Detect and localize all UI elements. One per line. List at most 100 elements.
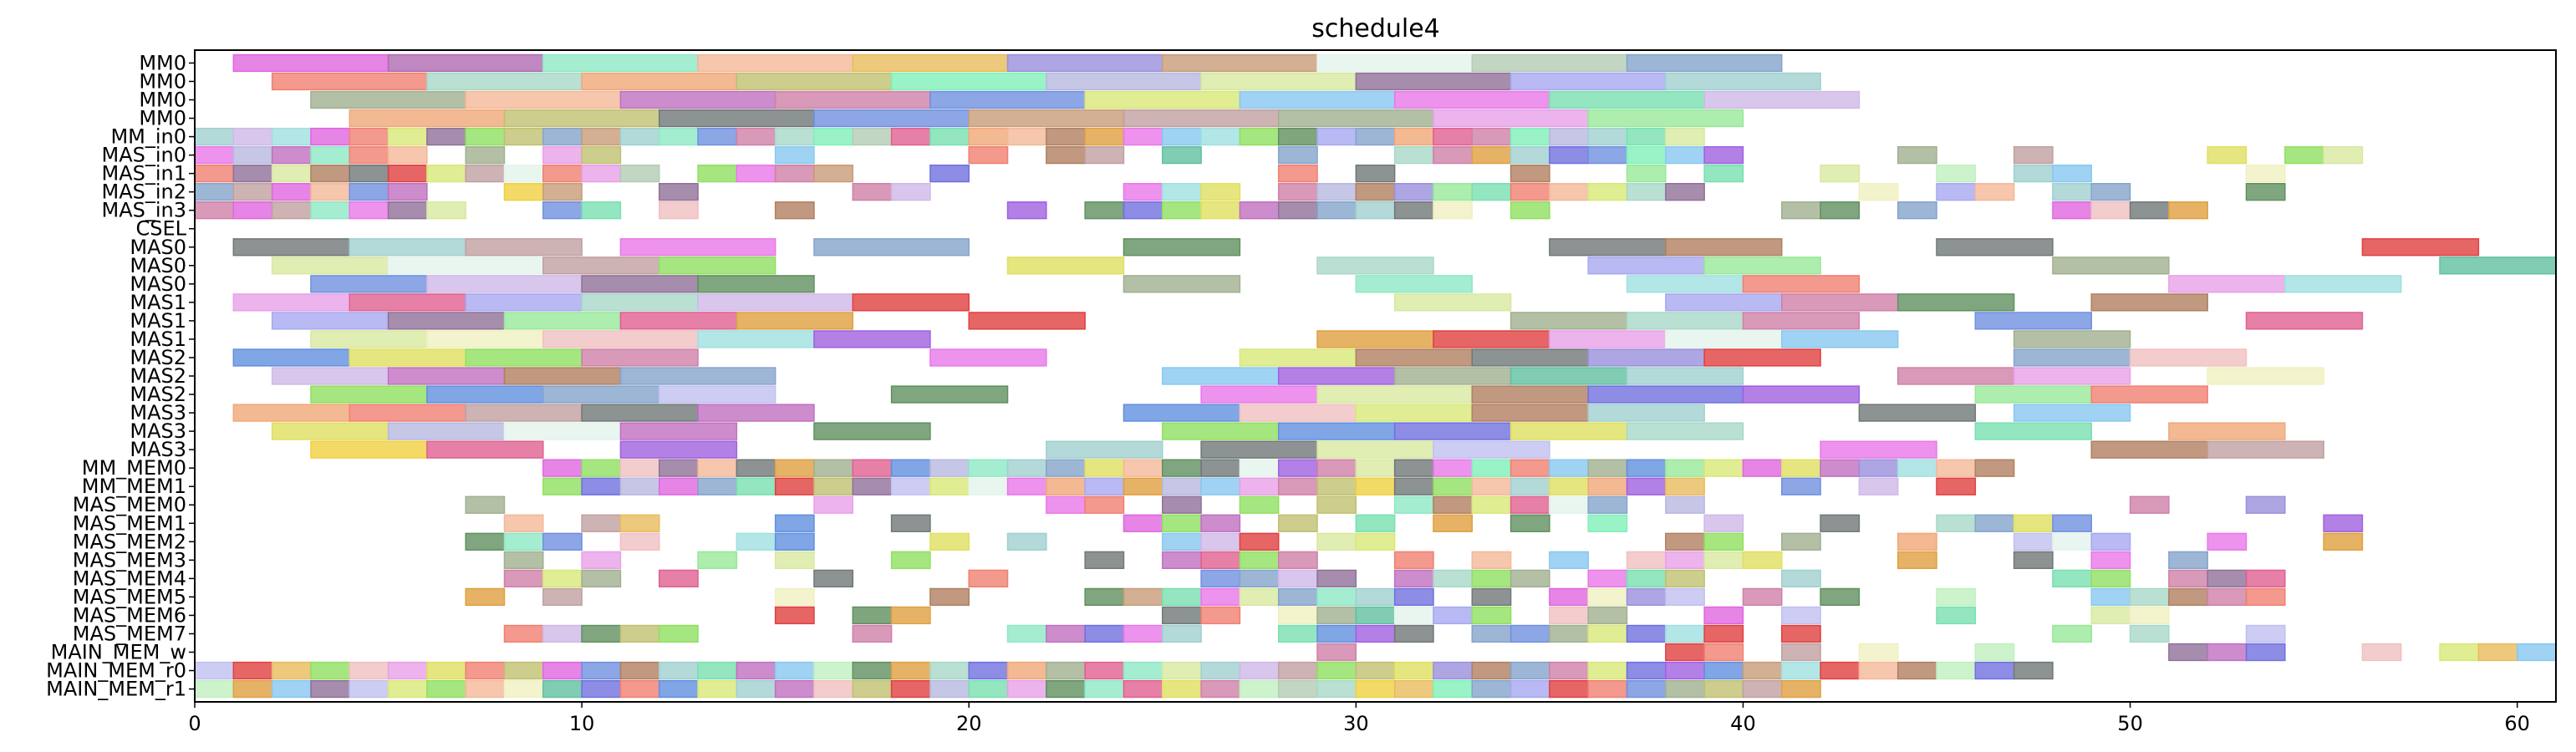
task-bar <box>271 312 389 330</box>
task-bar <box>1665 145 1705 165</box>
task-bar <box>1239 495 1280 514</box>
task-bar <box>1587 606 1628 625</box>
task-bar <box>1006 661 1047 680</box>
task-bar <box>890 661 931 680</box>
task-bar <box>1703 679 1744 699</box>
task-bar <box>1820 587 1861 607</box>
task-bar <box>1277 182 1318 201</box>
task-bar <box>736 164 776 183</box>
task-bar <box>542 661 583 680</box>
task-bar <box>1509 201 1550 220</box>
task-bar <box>581 201 622 220</box>
task-bar <box>1046 679 1086 699</box>
task-bar <box>1393 551 1434 570</box>
y-tick-label: MM0 <box>139 107 186 130</box>
task-bar <box>1277 624 1318 643</box>
task-bar <box>1509 477 1550 495</box>
task-bar <box>1316 569 1357 588</box>
task-bar <box>1781 606 1821 625</box>
task-bar <box>194 127 235 146</box>
task-bar <box>1046 72 1202 91</box>
task-bar <box>658 477 699 495</box>
task-bar <box>774 514 815 532</box>
task-bar <box>852 459 893 477</box>
task-bar <box>1936 514 1977 532</box>
task-bar <box>1626 477 1667 495</box>
task-bar <box>1471 477 1512 495</box>
y-tick-label: MAS_MEM0 <box>73 493 186 516</box>
task-bar <box>1549 145 1589 165</box>
task-bar <box>1162 514 1202 532</box>
task-bar <box>1393 679 1434 699</box>
task-bar <box>1316 257 1434 275</box>
task-bar <box>542 182 583 201</box>
task-bar <box>2013 514 2054 532</box>
task-bar <box>1084 90 1241 109</box>
task-bar <box>1936 661 1977 680</box>
task-bar <box>619 422 738 440</box>
y-tick-label: MM_in0 <box>110 125 186 149</box>
task-bar <box>1820 440 1937 459</box>
task-bar <box>1046 440 1163 459</box>
task-bar <box>1200 587 1241 607</box>
task-bar <box>2129 606 2170 625</box>
task-bar <box>1626 661 1667 680</box>
x-axis: 0 10 20 30 40 50 60 <box>188 702 2530 735</box>
task-bar <box>774 90 931 109</box>
y-tick-label: MAS3 <box>130 419 186 443</box>
task-bar <box>890 606 931 625</box>
task-bar <box>1587 661 1628 680</box>
task-bar <box>2168 569 2208 588</box>
task-bar <box>1200 201 1241 220</box>
task-bar <box>1162 182 1202 201</box>
task-bar <box>1123 275 1241 293</box>
task-bar <box>1549 495 1589 514</box>
task-bar <box>1393 90 1550 109</box>
task-bar <box>968 145 1009 165</box>
task-bar <box>1393 127 1434 146</box>
task-bar <box>387 679 428 699</box>
task-bar <box>503 164 544 183</box>
task-bar <box>1974 312 2093 330</box>
task-bar <box>1123 679 1163 699</box>
task-bar <box>2207 643 2248 662</box>
task-bar <box>697 551 738 570</box>
task-bar <box>1239 551 1280 570</box>
task-bar <box>813 109 970 128</box>
task-bar <box>1703 551 1744 570</box>
task-bar <box>736 532 776 551</box>
task-bar <box>1006 201 1047 220</box>
task-bar <box>1277 514 1318 532</box>
task-bar <box>1084 624 1125 643</box>
y-tick-label: MAS_in1 <box>101 162 186 185</box>
task-bar <box>1239 201 1280 220</box>
task-bar <box>542 53 699 73</box>
task-bar <box>619 459 660 477</box>
task-bar <box>1123 477 1163 495</box>
task-bar <box>1162 624 1202 643</box>
task-bar <box>1509 312 1628 330</box>
task-bar <box>1509 679 1550 699</box>
task-bar <box>2323 532 2364 551</box>
task-bar <box>929 532 970 551</box>
task-bar <box>581 459 622 477</box>
task-bar <box>1433 440 1550 459</box>
task-bar <box>1200 679 1241 699</box>
task-bar <box>1084 587 1125 607</box>
task-bar <box>581 679 622 699</box>
task-bar <box>387 164 428 183</box>
task-bar <box>2361 238 2480 257</box>
task-bar <box>1936 164 1977 183</box>
task-bar <box>813 238 970 257</box>
task-bar <box>1703 164 1744 183</box>
task-bar <box>736 661 776 680</box>
task-bar <box>1316 53 1474 73</box>
task-bar <box>1355 514 1396 532</box>
task-bar <box>619 477 660 495</box>
task-bar <box>1200 385 1318 404</box>
task-bars <box>194 53 2557 699</box>
task-bar <box>232 661 273 680</box>
task-bar <box>349 201 389 220</box>
task-bar <box>736 312 854 330</box>
task-bar <box>813 661 854 680</box>
